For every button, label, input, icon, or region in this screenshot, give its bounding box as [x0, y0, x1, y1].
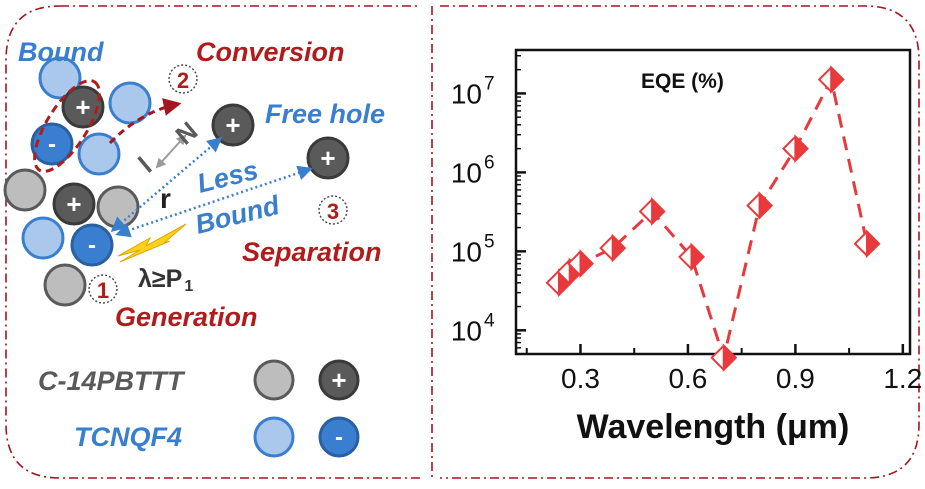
- step-1-badge: 1: [88, 274, 118, 304]
- legend-electron: [318, 416, 360, 458]
- plus-sign: +: [75, 92, 90, 122]
- x-axis-label: Wavelength (μm): [577, 408, 850, 446]
- minus-sign: -: [88, 232, 96, 259]
- svg-text:3: 3: [327, 199, 339, 224]
- legend-hole: [318, 359, 360, 401]
- x-tick-label: 0.9: [776, 363, 815, 394]
- free-hole-particle: +: [211, 103, 255, 147]
- legend-tcnqf4-label: TCNQF4: [74, 422, 182, 452]
- legend-neutral-pbttt: [253, 359, 295, 401]
- y-tick-label: 10: [451, 157, 482, 188]
- data-point: [678, 242, 705, 272]
- legend-pbttt-label: C-14PBTTT: [38, 366, 186, 396]
- chart-title: EQE (%): [641, 70, 724, 93]
- step-2-badge: 2: [168, 64, 198, 94]
- svg-text:+: +: [331, 365, 346, 395]
- minus-sign: -: [48, 131, 56, 158]
- conversion-arrow: [108, 98, 182, 145]
- generation-label: Generation: [115, 302, 258, 332]
- conversion-label: Conversion: [196, 37, 345, 67]
- y-tick-exponent: 4: [484, 310, 495, 331]
- data-point: [638, 197, 666, 226]
- free-hole-label: Free hole: [265, 99, 385, 129]
- svg-text:-: -: [335, 424, 343, 451]
- pbttt-circle: [43, 263, 87, 307]
- tcnqf4-circle: [108, 81, 152, 125]
- x-axis: 0.3 0.6 0.9 1.2: [525, 344, 922, 394]
- data-point: [853, 229, 881, 259]
- data-point: [567, 249, 594, 278]
- data-point: [817, 65, 845, 94]
- hole-particle: +: [61, 85, 105, 129]
- electron-particle: -: [70, 223, 114, 267]
- less-bound-arrow: [115, 165, 313, 238]
- mechanism-diagram: + - + - + +: [3, 37, 385, 458]
- data-points: [545, 65, 881, 373]
- y-tick-label: 10: [451, 315, 482, 346]
- y-tick-label: 10: [451, 236, 482, 267]
- x-tick-label: 1.2: [883, 363, 922, 394]
- bound-pair-ellipse: [33, 79, 101, 173]
- hole-particle: +: [52, 182, 96, 226]
- plus-sign: +: [66, 189, 81, 219]
- tcnqf4-circle: [38, 56, 82, 100]
- step-3-badge: 3: [318, 195, 348, 225]
- legend-neutral-tcnqf4: [253, 416, 295, 458]
- x-tick-label: 0.6: [668, 363, 707, 394]
- svg-text:1: 1: [97, 278, 109, 303]
- svg-text:2: 2: [177, 68, 189, 93]
- separated-hole-particle: +: [306, 136, 350, 180]
- x-tick-label: 0.3: [561, 363, 600, 394]
- pbttt-circle: [96, 185, 140, 229]
- data-point: [710, 343, 738, 373]
- y-tick-exponent: 7: [484, 73, 495, 94]
- r-label: r: [160, 183, 171, 214]
- data-point: [781, 134, 809, 164]
- y-tick-label: 10: [451, 78, 482, 109]
- less-label: Less: [194, 155, 261, 199]
- n-label: N: [170, 116, 204, 151]
- lambda-label: λ≥P 1: [138, 265, 193, 295]
- pbttt-circle: [3, 168, 47, 212]
- l-label: l: [133, 151, 158, 179]
- separation-label: Separation: [242, 237, 382, 267]
- data-point: [746, 191, 773, 220]
- ln-arrow: [155, 134, 187, 169]
- data-point: [599, 233, 627, 263]
- plot-frame: [514, 48, 912, 356]
- panel-frames: [5, 5, 920, 479]
- tcnqf4-circle: [21, 216, 65, 260]
- y-tick-exponent: 5: [484, 231, 495, 252]
- outer-frame: [5, 5, 920, 479]
- bound-label: Bound: [18, 37, 104, 67]
- y-tick-exponent: 6: [484, 152, 495, 173]
- svg-text:+: +: [320, 143, 335, 173]
- photon-lightning-icon: [117, 223, 187, 263]
- svg-text:+: +: [225, 110, 240, 140]
- legend: C-14PBTTT + TCNQF4 -: [38, 359, 360, 458]
